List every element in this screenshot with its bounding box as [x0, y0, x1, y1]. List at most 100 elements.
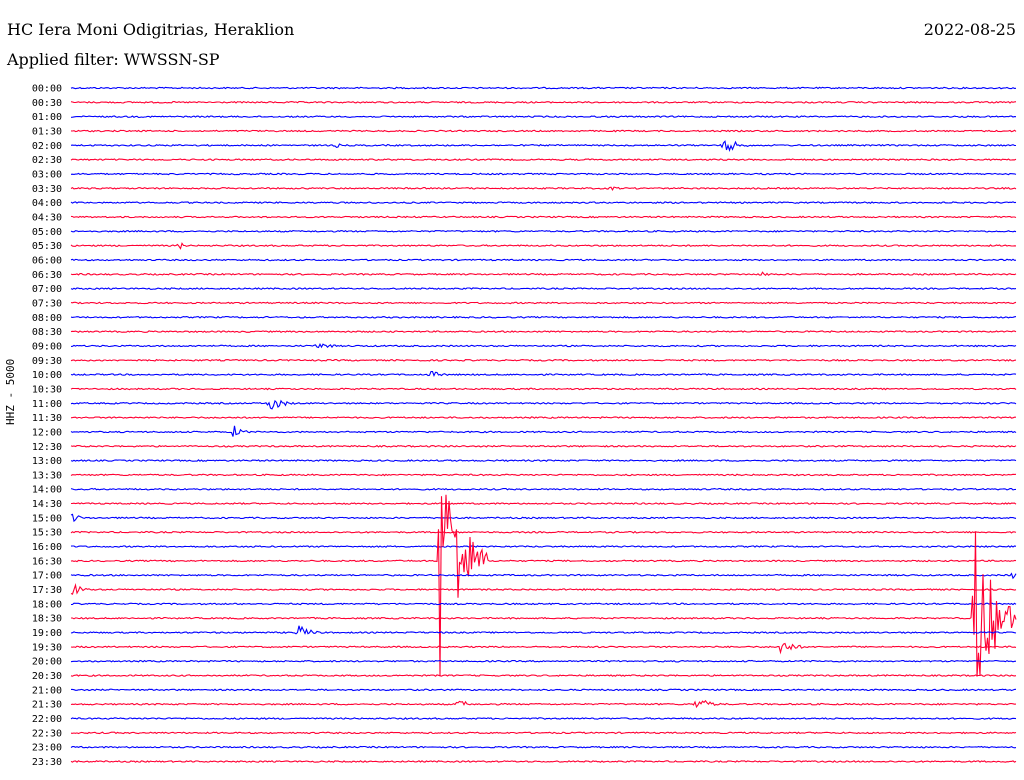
trace-0000 [70, 86, 1017, 90]
trace-2230 [70, 731, 1017, 735]
row-label: 18:30 [32, 614, 62, 625]
trace-0730 [70, 301, 1017, 305]
trace-1330 [70, 473, 1017, 477]
trace-0030 [70, 100, 1017, 104]
row-label: 00:00 [32, 84, 62, 95]
row-label: 11:00 [32, 399, 62, 410]
row-label: 09:30 [32, 356, 62, 367]
row-label: 08:30 [32, 327, 62, 338]
trace-1030 [70, 387, 1017, 391]
row-label: 04:00 [32, 198, 62, 209]
row-label: 23:30 [32, 757, 62, 768]
row-label: 10:30 [32, 384, 62, 395]
filter-label: Applied filter: WWSSN-SP [7, 50, 220, 69]
trace-1500 [70, 513, 1017, 523]
row-label: 17:30 [32, 585, 62, 596]
row-label: 11:30 [32, 413, 62, 424]
row-label: 02:30 [32, 155, 62, 166]
row-label: 03:00 [32, 169, 62, 180]
trace-2000 [70, 659, 1017, 663]
row-label: 09:00 [32, 341, 62, 352]
row-label: 04:30 [32, 212, 62, 223]
trace-1830 [71, 531, 1017, 677]
trace-1300 [70, 459, 1017, 462]
row-label: 00:30 [32, 98, 62, 109]
trace-1800 [71, 602, 1017, 606]
trace-2130 [70, 699, 1017, 709]
trace-0930 [70, 358, 1017, 362]
row-label: 19:00 [32, 628, 62, 639]
trace-0200 [70, 140, 1016, 152]
trace-1900 [70, 625, 1017, 635]
row-label: 16:00 [32, 542, 62, 553]
trace-0400 [70, 201, 1017, 204]
row-label: 23:00 [32, 743, 62, 754]
trace-1130 [70, 416, 1016, 419]
row-label: 01:30 [32, 126, 62, 137]
row-label: 14:00 [32, 485, 62, 496]
trace-0130 [70, 129, 1017, 133]
trace-2300 [70, 745, 1017, 749]
trace-0230 [70, 158, 1017, 161]
row-label: 19:30 [32, 642, 62, 653]
trace-0800 [70, 315, 1017, 319]
row-label: 05:00 [32, 227, 62, 238]
row-label: 02:00 [32, 141, 62, 152]
row-label: 14:30 [32, 499, 62, 510]
trace-0500 [70, 229, 1017, 233]
row-label: 21:00 [32, 685, 62, 696]
trace-0900 [70, 342, 1017, 349]
row-label: 22:00 [32, 714, 62, 725]
trace-0830 [70, 330, 1017, 333]
row-label: 22:30 [32, 728, 62, 739]
station-title: HC Iera Moni Odigitrias, Heraklion [7, 20, 295, 39]
row-label: 07:00 [32, 284, 62, 295]
trace-0330 [70, 186, 1017, 192]
row-label: 15:00 [32, 513, 62, 524]
trace-0100 [70, 115, 1017, 119]
row-label: 17:00 [32, 571, 62, 582]
row-label: 18:00 [32, 599, 62, 610]
trace-1730 [70, 583, 1017, 595]
trace-2030 [70, 674, 1017, 677]
row-label: 10:00 [32, 370, 62, 381]
trace-1930 [70, 642, 1017, 655]
trace-1200 [70, 425, 1017, 437]
row-label: 21:30 [32, 700, 62, 711]
trace-1230 [70, 444, 1017, 448]
trace-1400 [70, 487, 1017, 491]
row-label: 12:00 [32, 427, 62, 438]
row-label: 05:30 [32, 241, 62, 252]
trace-2200 [70, 717, 1017, 720]
record-date: 2022-08-25 [923, 20, 1016, 39]
trace-1000 [70, 370, 1017, 378]
trace-0530 [70, 242, 1017, 250]
row-label: 15:30 [32, 528, 62, 539]
row-label: 08:00 [32, 313, 62, 324]
trace-2100 [71, 688, 1017, 692]
trace-1600 [70, 545, 1017, 548]
row-label: 03:30 [32, 184, 62, 195]
trace-2330 [70, 760, 1017, 763]
row-label: 20:30 [32, 671, 62, 682]
trace-0700 [70, 287, 1017, 291]
trace-1100 [70, 399, 1017, 410]
row-label: 16:30 [32, 556, 62, 567]
trace-1700 [70, 572, 1017, 580]
trace-1530 [70, 530, 1017, 534]
trace-0430 [70, 215, 1017, 219]
row-label: 01:00 [32, 112, 62, 123]
trace-0600 [70, 258, 1017, 262]
row-label: 12:30 [32, 442, 62, 453]
row-label: 06:30 [32, 270, 62, 281]
trace-0630 [70, 271, 1017, 276]
trace-0300 [70, 172, 1017, 176]
row-label: 07:30 [32, 298, 62, 309]
trace-1430 [70, 502, 1017, 506]
trace-1630 [70, 494, 1017, 677]
row-label: 20:00 [32, 657, 62, 668]
row-label: 13:30 [32, 470, 62, 481]
row-label: 06:00 [32, 255, 62, 266]
row-label: 13:00 [32, 456, 62, 467]
